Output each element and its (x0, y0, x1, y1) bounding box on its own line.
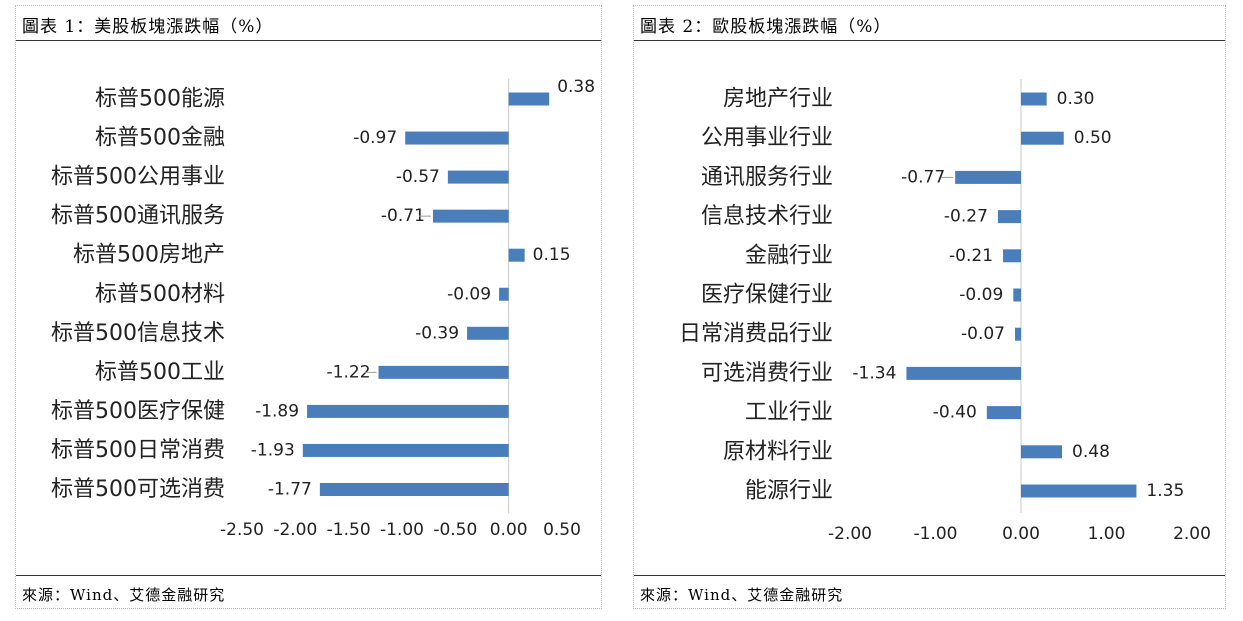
bar-10 (1021, 484, 1137, 498)
x-tick-label: 0.50 (543, 520, 581, 540)
bar-7 (378, 365, 509, 379)
x-tick-label: -1.00 (914, 524, 958, 544)
category-label: 能源行业 (745, 479, 833, 504)
value-label: -0.39 (415, 323, 459, 343)
source-rule (16, 575, 601, 576)
bar-9 (302, 443, 509, 457)
chart-title: 圖表 1：美股板塊漲跌幅（%） (22, 17, 274, 37)
bar-chart-eu-sectors: 房地产行业 0.30 公用事业行业 0.50 通讯服务行业 -0.77 信息技术行业 -0.2… (679, 79, 1211, 544)
x-tick-label: -2.50 (220, 520, 264, 540)
bar-1 (405, 131, 509, 145)
category-label: 可选消费行业 (701, 361, 833, 386)
value-label: -0.09 (959, 285, 1003, 305)
bar-chart-us-sectors: 标普500能源 0.38 标普500金融 -0.97 标普500公用事业 -0.57 标普5… (51, 77, 595, 540)
x-tick-label: 0.00 (490, 520, 528, 540)
category-label: 标普500工业 (95, 360, 225, 385)
value-label: -1.77 (268, 480, 312, 500)
value-label: 0.38 (557, 77, 595, 97)
chart-title: 圖表 2：歐股板塊漲跌幅（%） (640, 17, 892, 37)
category-label: 标普500医疗保健 (51, 399, 225, 424)
title-rule (16, 40, 601, 41)
source-rule (634, 575, 1225, 576)
value-label: -0.27 (944, 207, 988, 227)
bar-5 (1013, 288, 1021, 302)
x-tick-label: 1.00 (1088, 524, 1126, 544)
category-label: 原材料行业 (723, 439, 833, 464)
x-tick-label: 0.00 (1002, 524, 1040, 544)
bar-4 (1003, 249, 1021, 263)
value-label: 0.15 (533, 245, 571, 265)
value-label: -0.21 (949, 246, 993, 266)
bar-3 (997, 210, 1021, 224)
bar-9 (1021, 445, 1063, 459)
category-label: 标普500通讯服务 (51, 204, 225, 229)
bar-1 (1021, 131, 1064, 145)
category-label: 信息技术行业 (701, 204, 833, 229)
category-label: 工业行业 (745, 400, 833, 425)
value-label: -0.40 (933, 403, 977, 423)
category-label: 标普500日常消费 (51, 438, 225, 463)
bar-8 (986, 406, 1021, 420)
category-label: 金融行业 (745, 243, 833, 268)
bar-2 (955, 170, 1021, 184)
bar-5 (499, 287, 509, 301)
bar-2 (447, 170, 509, 184)
value-label: -1.93 (251, 440, 295, 460)
value-label: -0.07 (961, 324, 1005, 344)
bar-0 (508, 92, 550, 106)
category-label: 日常消费品行业 (679, 322, 833, 347)
value-label: 1.35 (1146, 481, 1184, 501)
value-label: -0.71 (381, 206, 425, 226)
value-label: -1.34 (852, 363, 896, 383)
category-label: 标普500信息技术 (51, 321, 225, 346)
bar-7 (906, 366, 1021, 380)
chart-panel-eu-sectors: 圖表 2：歐股板塊漲跌幅（%） 房地产行业 0.30 公用事业行业 0.50 通讯服务行… (633, 5, 1226, 609)
value-label: -0.57 (396, 167, 440, 187)
source-note: 來源：Wind、艾德金融研究 (22, 586, 226, 604)
value-label: -0.09 (447, 284, 491, 304)
category-label: 通讯服务行业 (701, 165, 833, 190)
x-tick-label: -1.50 (327, 520, 371, 540)
chart-panel-us-sectors: 圖表 1：美股板塊漲跌幅（%） 标普500能源 0.38 标普500金融 -0.97 标… (15, 5, 602, 609)
category-label: 医疗保健行业 (701, 283, 833, 308)
source-note: 來源：Wind、艾德金融研究 (640, 586, 844, 604)
bar-6 (467, 326, 509, 340)
value-label: -1.22 (327, 362, 371, 382)
category-label: 房地产行业 (723, 87, 833, 112)
value-label: -0.77 (901, 167, 945, 187)
bar-10 (319, 483, 509, 496)
value-label: 0.50 (1074, 128, 1112, 148)
category-label: 标普500金融 (95, 126, 225, 151)
value-label: 0.48 (1072, 442, 1110, 462)
category-label: 标普500公用事业 (51, 165, 225, 190)
x-tick-label: -2.00 (273, 520, 317, 540)
bar-6 (1015, 327, 1021, 341)
x-tick-label: 2.00 (1173, 524, 1211, 544)
category-label: 标普500房地产 (73, 243, 225, 268)
bar-3 (432, 209, 509, 223)
x-tick-label: -0.50 (433, 520, 477, 540)
category-label: 公用事业行业 (701, 126, 833, 151)
bar-0 (1021, 92, 1047, 106)
bar-4 (508, 248, 525, 262)
title-rule (634, 40, 1225, 41)
x-tick-label: -2.00 (828, 524, 872, 544)
bar-8 (307, 404, 509, 418)
value-label: -0.97 (353, 128, 397, 148)
category-label: 标普500可选消费 (51, 477, 225, 502)
category-label: 标普500能源 (95, 87, 225, 112)
value-label: 0.30 (1057, 89, 1095, 109)
category-label: 标普500材料 (95, 282, 225, 307)
x-tick-label: -1.00 (380, 520, 424, 540)
value-label: -1.89 (255, 401, 299, 421)
